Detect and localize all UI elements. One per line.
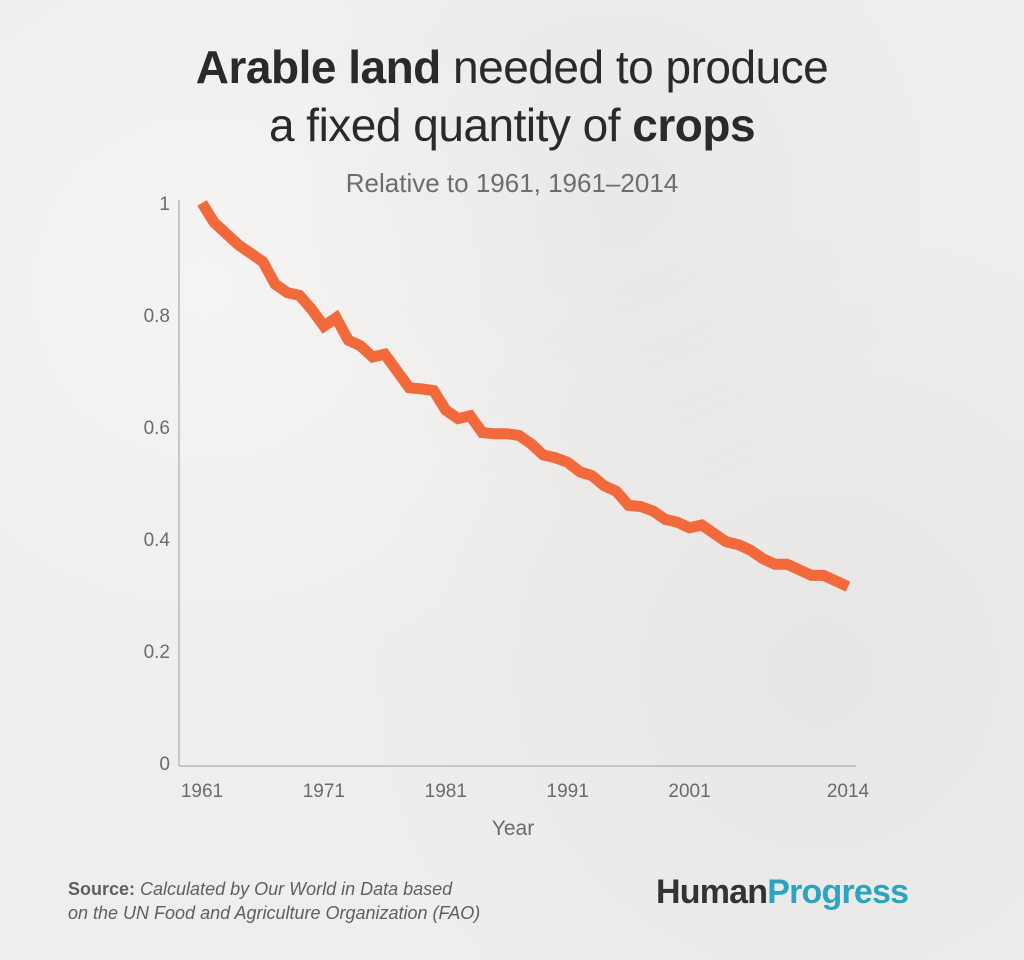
x-tick-label: 2001 xyxy=(668,781,710,802)
x-tick-label: 2014 xyxy=(827,781,870,802)
x-tick-label: 1971 xyxy=(303,781,345,802)
logo-progress: Progress xyxy=(767,873,909,911)
title-text-fixed-quantity: a fixed quantity of xyxy=(268,99,633,151)
y-tick-label: 0.8 xyxy=(144,306,170,327)
chart-title: Arable land needed to produce a fixed qu… xyxy=(0,38,1024,154)
y-tick-label: 0.4 xyxy=(144,530,171,551)
title-text-needed: needed to produce xyxy=(440,41,829,93)
x-tick-label: 1981 xyxy=(425,781,467,802)
x-tick-label: 1961 xyxy=(181,781,223,802)
logo-human: Human xyxy=(656,873,768,911)
source-note: Source: Calculated by Our World in Data … xyxy=(68,877,480,925)
source-line-1: Source: Calculated by Our World in Data … xyxy=(68,877,480,901)
y-tick-label: 0.2 xyxy=(144,642,170,663)
x-axis-title: Year xyxy=(492,817,534,840)
x-tick-label: 1991 xyxy=(547,781,589,802)
chart-subtitle: Relative to 1961, 1961–2014 xyxy=(345,168,679,198)
source-text-2: on the UN Food and Agriculture Organizat… xyxy=(68,903,481,923)
series-line xyxy=(197,200,851,592)
title-bold-crops: crops xyxy=(632,99,756,151)
humanprogress-logo: HumanProgress xyxy=(656,873,909,912)
x-axis-ticks: 1961 1971 1981 1991 2001 2014 xyxy=(181,781,870,802)
source-text-1: Calculated by Our World in Data based xyxy=(135,879,453,899)
title-bold-arable-land: Arable land xyxy=(195,41,442,93)
y-tick-label: 0 xyxy=(159,754,170,775)
y-axis-ticks: 0 0.2 0.4 0.6 0.8 1 xyxy=(144,194,171,775)
y-tick-label: 1 xyxy=(159,194,170,215)
source-label: Source: xyxy=(68,879,136,899)
y-tick-label: 0.6 xyxy=(144,418,170,439)
series-layer xyxy=(197,200,851,592)
